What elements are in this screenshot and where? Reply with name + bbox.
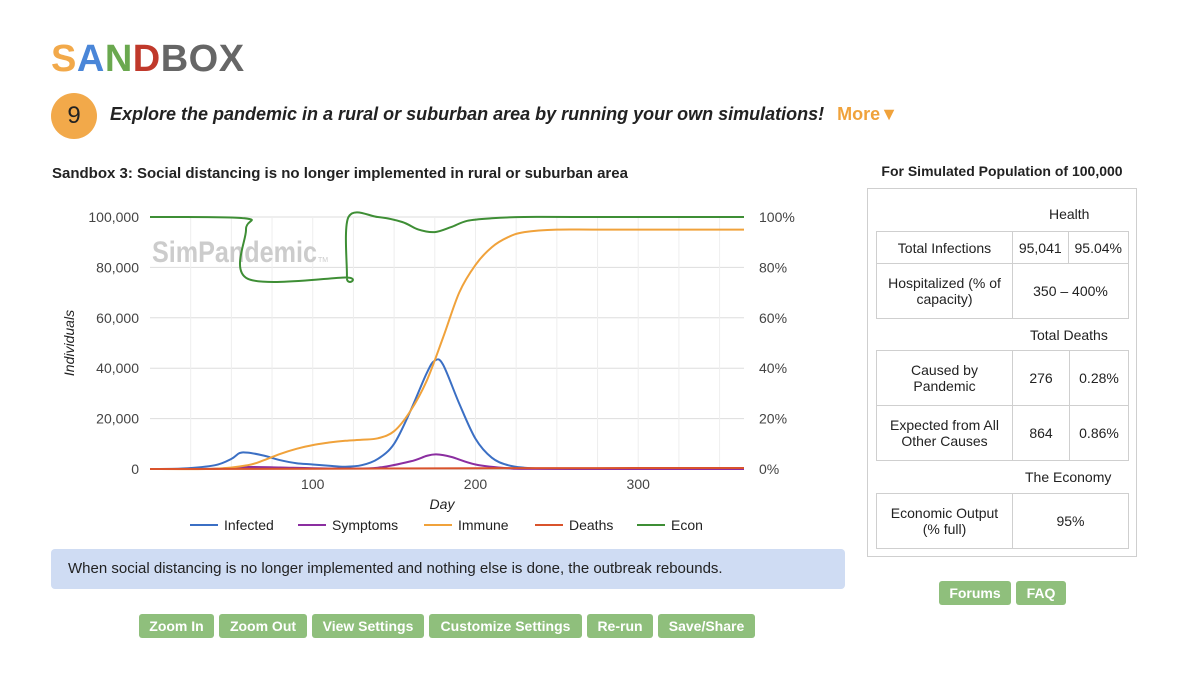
simulation-chart: 100,000 100% 80,000 80% 60,000 60% 40,000 40% 20…: [61, 209, 795, 533]
watermark-trademark: TM: [318, 257, 328, 264]
x-tick-label: 300: [627, 476, 651, 492]
step-number-badge: 9: [51, 93, 97, 139]
series-line-infected: [149, 358, 744, 471]
logo-letter: A: [76, 38, 105, 80]
sandbox-title: Sandbox 3: Social distancing is no longe…: [52, 165, 628, 182]
expected-other-causes-label: Expected from All Other Causes: [876, 405, 1013, 461]
economy-section-label: The Economy: [1025, 469, 1112, 485]
y-tick-label: 80,000: [96, 259, 139, 275]
economy-table: Economic Output (% full) 95%: [876, 493, 1129, 549]
y-axis-label: Individuals: [61, 310, 77, 376]
panel-title: For Simulated Population of 100,000: [881, 163, 1123, 179]
logo-letter: X: [218, 38, 245, 80]
save-share-button[interactable]: Save/Share: [658, 614, 755, 638]
result-caption: When social distancing is no longer impl…: [51, 549, 845, 589]
legend-label: Symptoms: [332, 517, 398, 533]
hospitalized-value: 350 – 400%: [1012, 263, 1129, 319]
view-settings-button[interactable]: View Settings: [312, 614, 424, 638]
y2-tick-label: 40%: [759, 360, 787, 376]
x-tick-label: 100: [301, 476, 325, 492]
x-tick-label: 200: [464, 476, 488, 492]
intro-text: Explore the pandemic in a rural or subur…: [110, 104, 898, 125]
economic-output-value: 95%: [1012, 493, 1129, 549]
y-tick-label: 20,000: [96, 411, 139, 427]
series-line-deaths: [149, 467, 745, 470]
y2-tick-label: 20%: [759, 411, 787, 427]
total-deaths-label: Total Deaths: [1030, 327, 1108, 343]
y2-tick-label: 100%: [759, 209, 795, 225]
legend-label: Infected: [224, 517, 274, 533]
total-infections-pct: 95.04%: [1067, 231, 1129, 264]
results-panel: [867, 188, 1137, 557]
more-link[interactable]: More▼: [837, 104, 898, 124]
simpandemic-watermark: SimPandemic: [152, 236, 317, 269]
forums-button[interactable]: Forums: [939, 581, 1011, 605]
legend-label: Deaths: [569, 517, 613, 533]
logo-letter: O: [188, 38, 219, 80]
y-tick-label: 0: [131, 461, 139, 477]
sandbox-logo: SANDBOX: [51, 38, 245, 81]
deaths-table: Caused by Pandemic 276 0.28% Expected fr…: [876, 350, 1129, 461]
series-line-immune: [149, 228, 744, 471]
y2-tick-label: 0%: [759, 461, 779, 477]
legend-label: Econ: [671, 517, 703, 533]
zoom-out-button[interactable]: Zoom Out: [219, 614, 307, 638]
caused-by-pandemic-pct: 0.28%: [1069, 350, 1129, 406]
caused-by-pandemic-count: 276: [1012, 350, 1070, 406]
logo-letter: N: [104, 38, 133, 80]
logo-letter: D: [132, 38, 161, 80]
caused-by-pandemic-label: Caused by Pandemic: [876, 350, 1013, 406]
customize-settings-button[interactable]: Customize Settings: [429, 614, 582, 638]
y-tick-label: 40,000: [96, 360, 139, 376]
series-line-econ: [149, 211, 744, 283]
y2-tick-label: 60%: [759, 310, 787, 326]
health-section-label: Health: [1049, 206, 1090, 222]
legend-label: Immune: [458, 517, 509, 533]
total-infections-count: 95,041: [1012, 231, 1069, 264]
expected-other-causes-pct: 0.86%: [1069, 405, 1129, 461]
logo-letter: S: [51, 38, 77, 80]
zoom-in-button[interactable]: Zoom In: [139, 614, 214, 638]
x-axis-label: Day: [430, 496, 456, 512]
rerun-button[interactable]: Re-run: [587, 614, 653, 638]
hospitalized-label: Hospitalized (% of capacity): [876, 263, 1013, 319]
expected-other-causes-count: 864: [1012, 405, 1070, 461]
y-tick-label: 60,000: [96, 310, 139, 326]
health-table: Total Infections 95,041 95.04% Hospitali…: [876, 231, 1129, 319]
intro-sentence: Explore the pandemic in a rural or subur…: [110, 104, 825, 124]
logo-letter: B: [160, 38, 189, 80]
y-tick-label: 100,000: [88, 209, 139, 225]
total-infections-label: Total Infections: [876, 231, 1013, 264]
economic-output-label: Economic Output (% full): [876, 493, 1013, 549]
y2-tick-label: 80%: [759, 259, 787, 275]
faq-button[interactable]: FAQ: [1016, 581, 1066, 605]
